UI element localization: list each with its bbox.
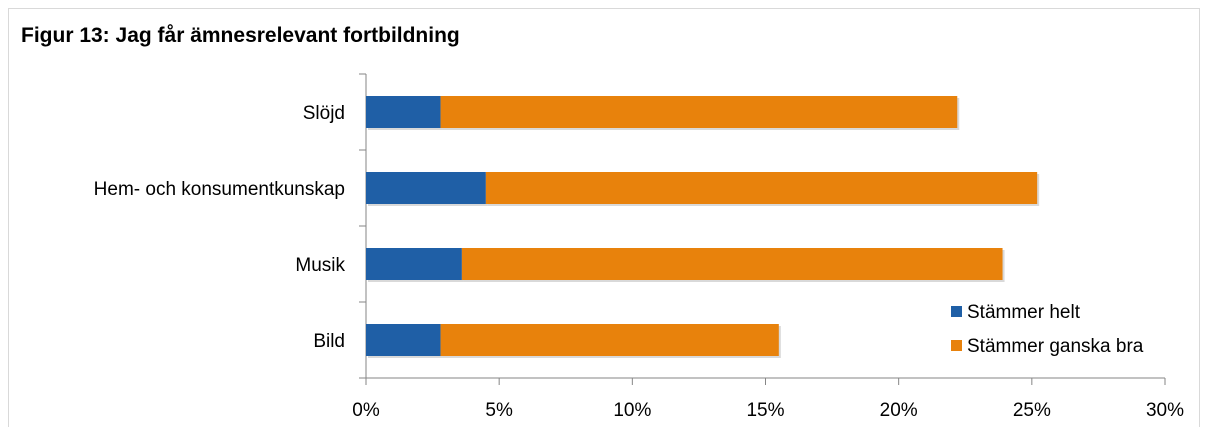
x-tick-label: 15%: [746, 400, 784, 421]
x-tick-label: 5%: [485, 400, 513, 421]
legend-swatch: [951, 340, 962, 351]
category-label: Hem- och konsumentkunskap: [94, 179, 345, 200]
legend-label: Stämmer ganska bra: [967, 336, 1144, 357]
bar-stammer-helt: [366, 324, 441, 356]
bar-stammer-ganska-bra: [440, 324, 779, 356]
chart-title: Figur 13: Jag får ämnesrelevant fortbild…: [21, 24, 460, 47]
bar-stammer-helt: [366, 172, 486, 204]
bar-stammer-helt: [366, 96, 441, 128]
chart-frame: [8, 8, 1200, 427]
bar-stammer-ganska-bra: [485, 172, 1038, 204]
category-labels: Slöjd Hem- och konsumentkunskap Musik Bild: [94, 103, 346, 352]
x-tick-labels: 0% 5% 10% 15% 20% 25% 30%: [352, 400, 1184, 421]
bar-stammer-ganska-bra: [461, 248, 1003, 280]
x-tick-label: 10%: [613, 400, 651, 421]
x-tick-label: 20%: [880, 400, 918, 421]
x-tick-label: 0%: [352, 400, 380, 421]
legend-label: Stämmer helt: [967, 302, 1081, 323]
category-label: Musik: [295, 255, 345, 276]
legend: Stämmer helt Stämmer ganska bra: [951, 302, 1144, 357]
legend-swatch: [951, 306, 962, 317]
category-label: Bild: [313, 331, 345, 352]
x-tick-label: 25%: [1013, 400, 1051, 421]
category-label: Slöjd: [303, 103, 345, 124]
bar-stammer-ganska-bra: [440, 96, 958, 128]
x-tick-label: 30%: [1146, 400, 1184, 421]
bars: [366, 96, 1040, 358]
bar-stammer-helt: [366, 248, 462, 280]
